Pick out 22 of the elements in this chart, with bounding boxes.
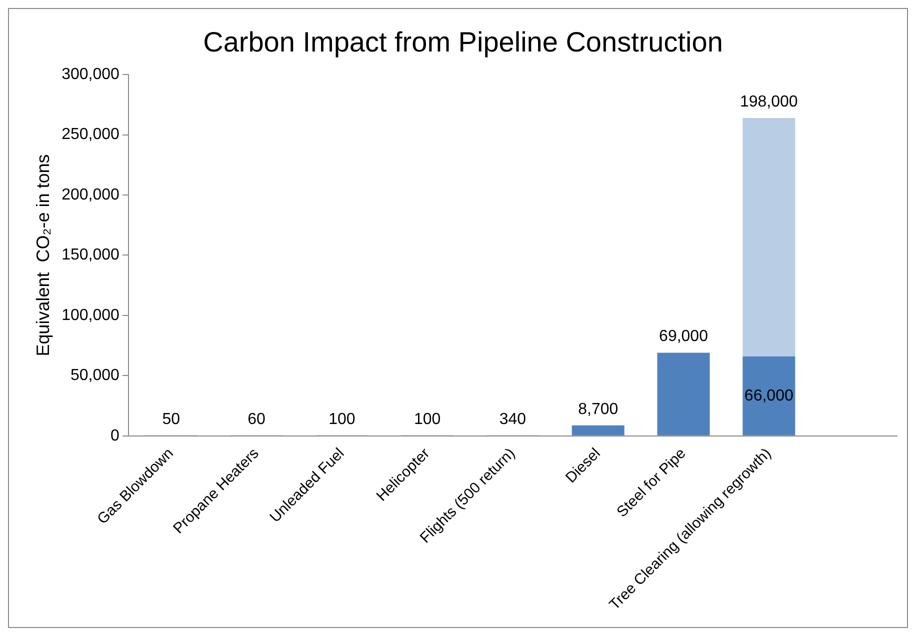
y-tick-label: 0 [110, 427, 120, 444]
data-label: 100 [328, 411, 356, 428]
bar [572, 425, 624, 436]
data-label: 69,000 [659, 328, 708, 346]
data-label: 8,700 [578, 400, 618, 418]
y-tick-label: 150,000 [62, 246, 120, 264]
bar [657, 352, 710, 436]
data-label: 100 [414, 411, 441, 428]
data-label: 198,000 [740, 93, 798, 110]
data-label: 50 [162, 411, 180, 428]
y-tick-label: 200,000 [62, 186, 120, 204]
y-tick-label: 50,000 [70, 367, 120, 384]
y-axis-title: Equivalent CO₂-e in tons [32, 154, 53, 356]
data-label: 66,000 [744, 387, 794, 404]
y-tick-label: 100,000 [62, 306, 120, 324]
chart-title: Carbon Impact from Pipeline Construction [203, 26, 723, 58]
bar [742, 356, 796, 436]
bar [742, 118, 796, 356]
y-tick-label: 250,000 [62, 126, 120, 144]
data-label: 340 [499, 410, 526, 428]
data-label: 60 [248, 411, 266, 428]
y-tick-label: 300,000 [62, 66, 120, 84]
